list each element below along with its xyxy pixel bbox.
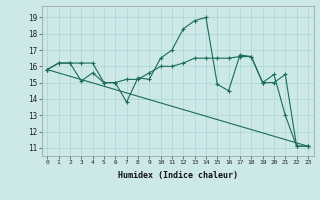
- X-axis label: Humidex (Indice chaleur): Humidex (Indice chaleur): [118, 171, 237, 180]
